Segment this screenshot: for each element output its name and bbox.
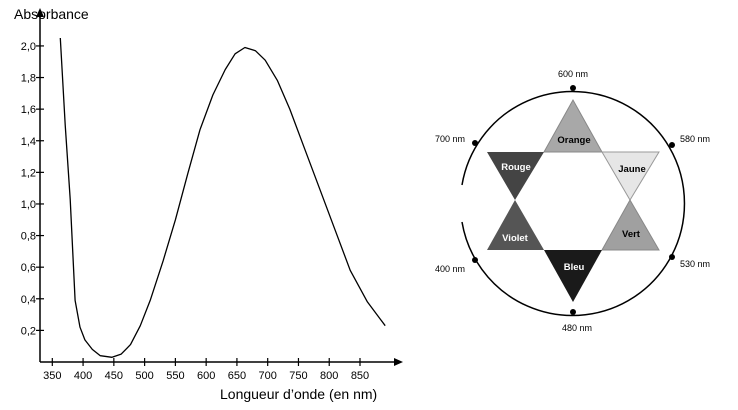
color-label: Bleu [564, 262, 585, 273]
color-wheel: 600 nm 580 nm 530 nm 480 nm 400 nm 700 n… [435, 69, 710, 333]
absorbance-curve [59, 37, 386, 358]
wavelength-label: 580 nm [680, 134, 710, 144]
x-tick-label: 350 [43, 370, 61, 382]
color-label: Violet [502, 233, 529, 244]
x-axis-title: Longueur d’onde (en nm) [220, 386, 377, 402]
color-label: Rouge [501, 162, 531, 173]
y-tick-label: 1,2 [21, 167, 36, 179]
y-tick-label: 2,0 [21, 41, 36, 53]
wheel-circle [461, 90, 686, 317]
orange-triangle [543, 98, 603, 153]
x-tick-label: 450 [105, 370, 123, 382]
spectrum-chart: Absorbance Longueur d’onde (en nm) 0,2 0,… [14, 6, 403, 402]
y-tick-label: 0,8 [21, 231, 36, 243]
wheel-dot [472, 257, 478, 263]
wavelength-label: 480 nm [562, 323, 592, 333]
x-tick-label: 650 [228, 370, 246, 382]
color-label: Vert [622, 229, 641, 240]
wheel-dot [669, 142, 675, 148]
wavelength-label: 700 nm [435, 134, 465, 144]
wheel-dot [570, 309, 576, 315]
wheel-dot [472, 140, 478, 146]
y-arrow [36, 8, 44, 17]
color-label: Orange [557, 135, 590, 146]
x-tick-label: 750 [289, 370, 307, 382]
x-tick-label: 400 [74, 370, 92, 382]
y-tick-label: 0,2 [21, 325, 36, 337]
x-tick-label: 700 [259, 370, 277, 382]
y-tick-label: 0,4 [21, 294, 36, 306]
y-tick-label: 1,0 [21, 199, 36, 211]
y-axis-title: Absorbance [14, 6, 89, 22]
x-tick-label: 500 [135, 370, 153, 382]
y-tick-label: 1,8 [21, 73, 36, 85]
rouge-triangle [487, 152, 544, 200]
violet-triangle [487, 200, 544, 250]
color-label: Jaune [618, 164, 645, 175]
wheel-dot [570, 85, 576, 91]
wavelength-label: 600 nm [558, 69, 588, 79]
vert-triangle [601, 198, 660, 251]
wheel-dot [669, 254, 675, 260]
y-tick-label: 1,4 [21, 136, 36, 148]
x-tick-label: 850 [351, 370, 369, 382]
x-tick-label: 550 [166, 370, 184, 382]
bleu-triangle [544, 250, 602, 302]
wavelength-label: 530 nm [680, 259, 710, 269]
y-tick-label: 1,6 [21, 104, 36, 116]
x-tick-label: 600 [197, 370, 215, 382]
x-tick-label: 800 [320, 370, 338, 382]
y-tick-label: 0,6 [21, 262, 36, 274]
jaune-triangle [601, 151, 660, 201]
wavelength-label: 400 nm [435, 264, 465, 274]
x-arrow [394, 358, 403, 366]
